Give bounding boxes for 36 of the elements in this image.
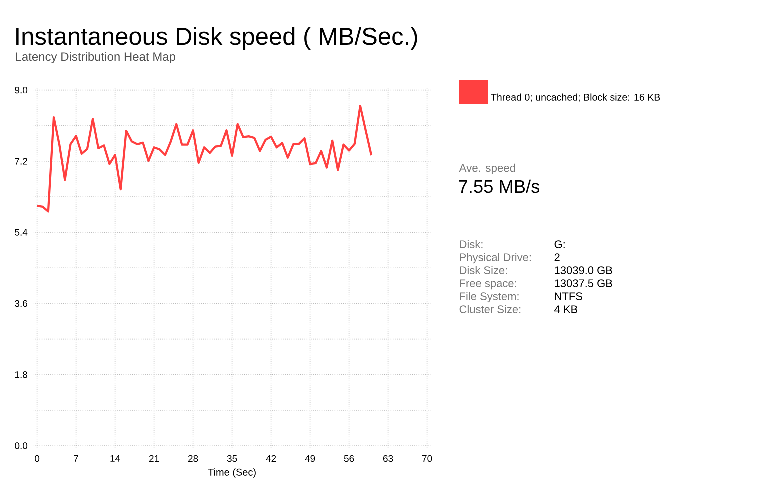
text: 4 KB <box>554 306 578 314</box>
text: NTFS <box>555 292 582 300</box>
chart-subtitle: Latency Distribution Heat Map <box>16 52 176 64</box>
text: 7.55 MB/s <box>459 180 540 194</box>
chart-title: Instantaneous Disk speed ( MB/Sec.) <box>16 27 418 50</box>
x-tick-label: 42 <box>266 455 276 462</box>
text: 13037.5 GB <box>555 280 612 288</box>
text: 13039.0 GB <box>555 266 612 274</box>
y-tick-label: 9.0 <box>15 86 28 94</box>
x-tick-label: 21 <box>150 455 160 462</box>
x-tick-label: 14 <box>110 455 120 462</box>
x-tick-label: 70 <box>422 455 432 462</box>
y-tick-label: 1.8 <box>15 372 28 378</box>
x-tick-label: 28 <box>188 455 198 462</box>
text: Disk: <box>460 240 483 248</box>
y-tick-label: 3.6 <box>15 300 28 308</box>
y-tick-label: 0.0 <box>15 442 28 450</box>
text: Physical Drive: <box>460 253 531 264</box>
x-tick-label: 63 <box>383 455 394 462</box>
x-tick-label: 7 <box>74 455 78 462</box>
x-tick-label: 35 <box>227 455 238 462</box>
x-tick-label: 49 <box>305 455 316 462</box>
text: G: <box>554 240 565 248</box>
text: 2 <box>554 254 560 262</box>
y-tick-label: 7.2 <box>15 158 28 165</box>
text: Cluster Size: <box>460 305 521 314</box>
text: Disk Size: <box>460 266 508 274</box>
text: Thread 0; uncached; Block size: 16 KB <box>491 94 660 102</box>
y-tick-label: 5.4 <box>15 229 28 236</box>
text: Free space: <box>460 280 516 290</box>
text: Ave. speed <box>459 164 516 174</box>
x-tick-label: 56 <box>344 455 354 462</box>
line-series <box>36 105 373 213</box>
x-tick-label: 0 <box>35 455 40 462</box>
text: File System: <box>460 292 519 303</box>
x-axis-title: Time (Sec) <box>208 468 256 478</box>
